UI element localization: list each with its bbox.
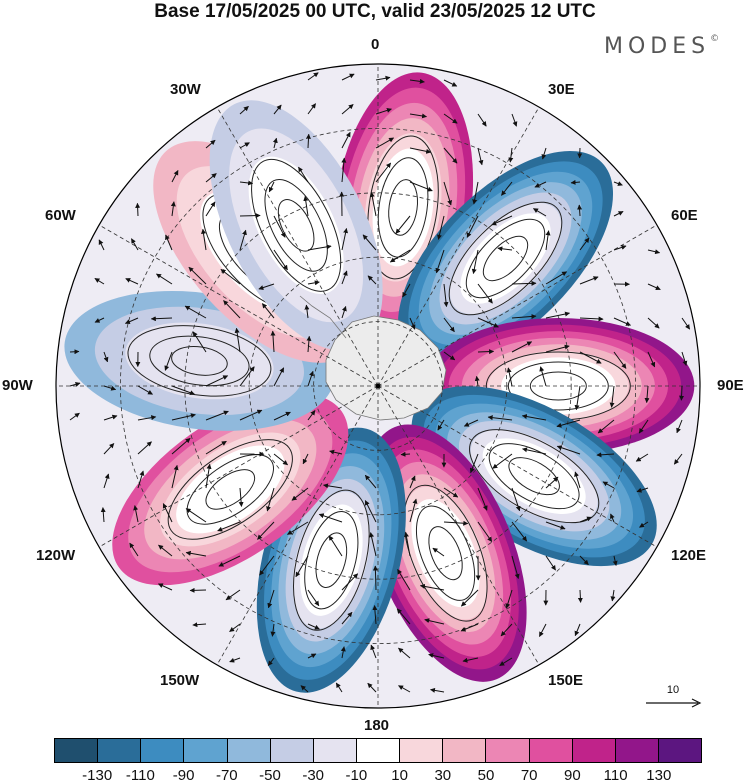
wind-vector — [375, 566, 376, 590]
label-lon-120w: 120W — [36, 547, 75, 564]
label-lon-120e: 120E — [671, 547, 706, 564]
vector-reference: 10 — [644, 684, 702, 715]
label-lon-150w: 150W — [160, 672, 199, 689]
colorbar — [54, 738, 702, 763]
colorbar-swatch — [357, 739, 400, 762]
colorbar-tick-label: -90 — [173, 767, 195, 784]
wind-vector — [681, 386, 682, 400]
colorbar-swatch — [573, 739, 616, 762]
colorbar-tick-label: 130 — [646, 767, 671, 784]
colorbar-swatch — [530, 739, 573, 762]
colorbar-swatch — [228, 739, 271, 762]
label-lon-90e: 90E — [717, 377, 744, 394]
wind-vector — [70, 351, 79, 352]
colorbar-tick-label: 70 — [521, 767, 538, 784]
colorbar-tick-label: 30 — [434, 767, 451, 784]
colorbar-tick-label: 110 — [604, 767, 628, 784]
colorbar-swatch — [659, 739, 701, 762]
colorbar-tick-label: -30 — [302, 767, 324, 784]
wind-vector — [401, 454, 410, 455]
colorbar-tick-label: 10 — [391, 767, 408, 784]
colorbar-swatch — [55, 739, 98, 762]
label-lon-0: 0 — [371, 36, 379, 53]
colorbar-swatch — [98, 739, 141, 762]
colorbar-swatch — [271, 739, 314, 762]
colorbar-tick-label: -130 — [82, 767, 112, 784]
wind-vector — [478, 351, 494, 352]
colorbar-swatch — [616, 739, 659, 762]
wind-vector — [190, 590, 206, 591]
wind-vector — [137, 203, 138, 216]
colorbar-swatch — [141, 739, 184, 762]
wind-vector — [240, 215, 260, 216]
label-lon-180: 180 — [364, 717, 389, 734]
south-pole-marker — [376, 384, 381, 389]
label-lon-90w: 90W — [2, 377, 33, 394]
colorbar-tick-label: -70 — [216, 767, 238, 784]
colorbar-swatch — [314, 739, 357, 762]
vector-reference-arrow — [644, 696, 702, 710]
colorbar-tick-label: -110 — [126, 767, 155, 784]
wind-vector — [580, 590, 581, 602]
colorbar-swatch — [443, 739, 486, 762]
vector-reference-label: 10 — [644, 684, 702, 696]
label-lon-150e: 150E — [548, 672, 583, 689]
colorbar-tick-label: -50 — [259, 767, 281, 784]
colorbar-swatch — [400, 739, 443, 762]
colorbar-tick-label: 90 — [564, 767, 581, 784]
colorbar-swatch — [486, 739, 529, 762]
label-lon-60w: 60W — [45, 207, 76, 224]
colorbar-tick-label: 50 — [478, 767, 495, 784]
colorbar-tick-label: -10 — [346, 767, 368, 784]
label-lon-60e: 60E — [671, 207, 698, 224]
colorbar-swatch — [184, 739, 227, 762]
label-lon-30w: 30W — [170, 81, 201, 98]
label-lon-30e: 30E — [548, 81, 575, 98]
